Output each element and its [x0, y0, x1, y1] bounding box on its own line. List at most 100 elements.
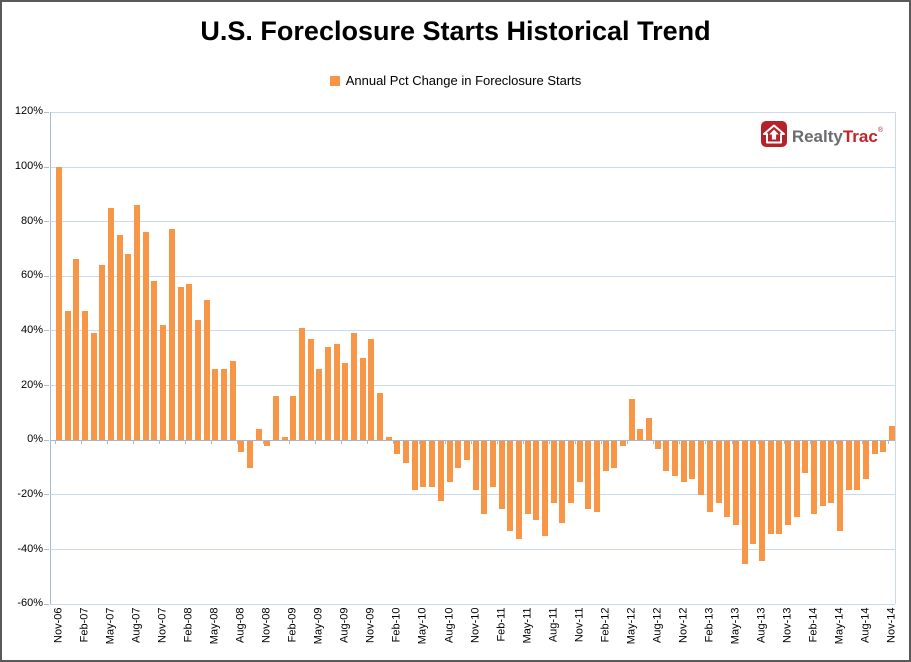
- x-tick-label: Aug-13: [755, 607, 768, 643]
- zero-gridline: [50, 439, 895, 441]
- category-tick: [471, 439, 473, 444]
- y-axis-tick: [44, 111, 49, 113]
- bar: [498, 440, 505, 509]
- bar: [212, 368, 219, 440]
- x-tick-label: Feb-12: [599, 607, 612, 643]
- bar: [64, 311, 71, 440]
- bar: [73, 259, 80, 440]
- plot-right-border: [895, 112, 896, 604]
- bar: [533, 440, 540, 520]
- bar: [515, 440, 522, 540]
- bar: [637, 428, 644, 440]
- bar: [351, 333, 357, 440]
- gridline: [50, 603, 895, 605]
- category-tick: [627, 439, 629, 444]
- y-tick-label: 60%: [20, 269, 43, 282]
- x-tick-label: May-07: [104, 607, 117, 645]
- bar: [385, 437, 392, 440]
- chart-title: U.S. Foreclosure Starts Historical Trend: [200, 16, 711, 46]
- bar: [620, 440, 626, 447]
- bar: [394, 440, 401, 455]
- bar: [845, 440, 852, 490]
- category-tick: [236, 439, 238, 444]
- category-tick: [887, 439, 889, 444]
- x-tick-label: Aug-08: [234, 607, 247, 643]
- bar: [56, 166, 62, 440]
- bar: [177, 286, 184, 440]
- bar: [134, 204, 141, 440]
- y-tick-label: -20%: [17, 487, 43, 500]
- category-tick: [757, 439, 759, 444]
- bar: [611, 440, 618, 468]
- bar: [784, 440, 791, 526]
- category-tick: [679, 439, 681, 444]
- bar: [880, 440, 887, 452]
- bar: [698, 440, 705, 496]
- bar: [550, 440, 557, 504]
- category-tick: [158, 439, 160, 444]
- category-tick: [341, 439, 342, 444]
- x-tick-label: Nov-10: [469, 607, 481, 643]
- category-tick: [861, 439, 863, 444]
- y-tick-label: 100%: [14, 160, 43, 172]
- bar: [168, 229, 175, 440]
- bar: [489, 440, 496, 488]
- bar: [724, 440, 731, 518]
- x-tick-label: Aug-10: [443, 607, 455, 643]
- x-tick-label: Feb-11: [495, 607, 507, 642]
- bar: [750, 440, 757, 545]
- gridline: [50, 494, 895, 496]
- bar: [472, 440, 479, 490]
- gridline: [50, 549, 895, 550]
- x-tick-label: Aug-09: [338, 607, 351, 643]
- gridline: [50, 275, 895, 277]
- bar: [194, 319, 201, 440]
- bar: [706, 440, 713, 512]
- bar: [715, 440, 722, 504]
- y-axis-tick: [44, 275, 49, 277]
- x-tick-label: Nov-08: [260, 607, 273, 643]
- bar: [836, 440, 843, 531]
- x-tick-label: Feb-10: [390, 607, 403, 643]
- x-tick-label: May-10: [416, 607, 429, 645]
- category-tick: [731, 439, 733, 444]
- gridline: [50, 221, 895, 223]
- registered-mark-icon: ®: [877, 127, 883, 134]
- house-icon: [760, 121, 787, 147]
- bar: [290, 396, 297, 440]
- x-tick-label: Feb-14: [807, 607, 820, 643]
- category-tick: [54, 439, 56, 444]
- bar: [307, 338, 314, 440]
- bar: [411, 440, 418, 490]
- category-tick: [132, 439, 134, 444]
- bar: [481, 440, 488, 515]
- bar: [680, 440, 687, 482]
- y-tick-label: 20%: [20, 378, 43, 391]
- bar: [567, 440, 574, 504]
- bar: [524, 440, 531, 515]
- category-tick: [419, 439, 421, 444]
- bar: [871, 440, 878, 455]
- bar: [802, 440, 809, 474]
- x-tick-label: Nov-13: [781, 607, 794, 643]
- bar: [654, 440, 661, 449]
- category-tick: [184, 439, 186, 444]
- bar: [359, 357, 366, 440]
- bar: [203, 300, 210, 440]
- category-tick: [549, 439, 551, 444]
- bar: [272, 396, 279, 440]
- category-tick: [393, 439, 395, 444]
- y-axis-tick: [44, 494, 49, 496]
- bar: [403, 440, 410, 463]
- bar: [186, 284, 193, 440]
- bar: [828, 440, 835, 504]
- category-tick: [210, 439, 212, 444]
- bar: [116, 234, 123, 440]
- x-tick-label: Nov-14: [885, 607, 898, 643]
- bar: [646, 417, 652, 440]
- category-tick: [653, 439, 655, 444]
- category-tick: [288, 439, 290, 444]
- bar: [342, 363, 349, 440]
- bar: [776, 440, 783, 534]
